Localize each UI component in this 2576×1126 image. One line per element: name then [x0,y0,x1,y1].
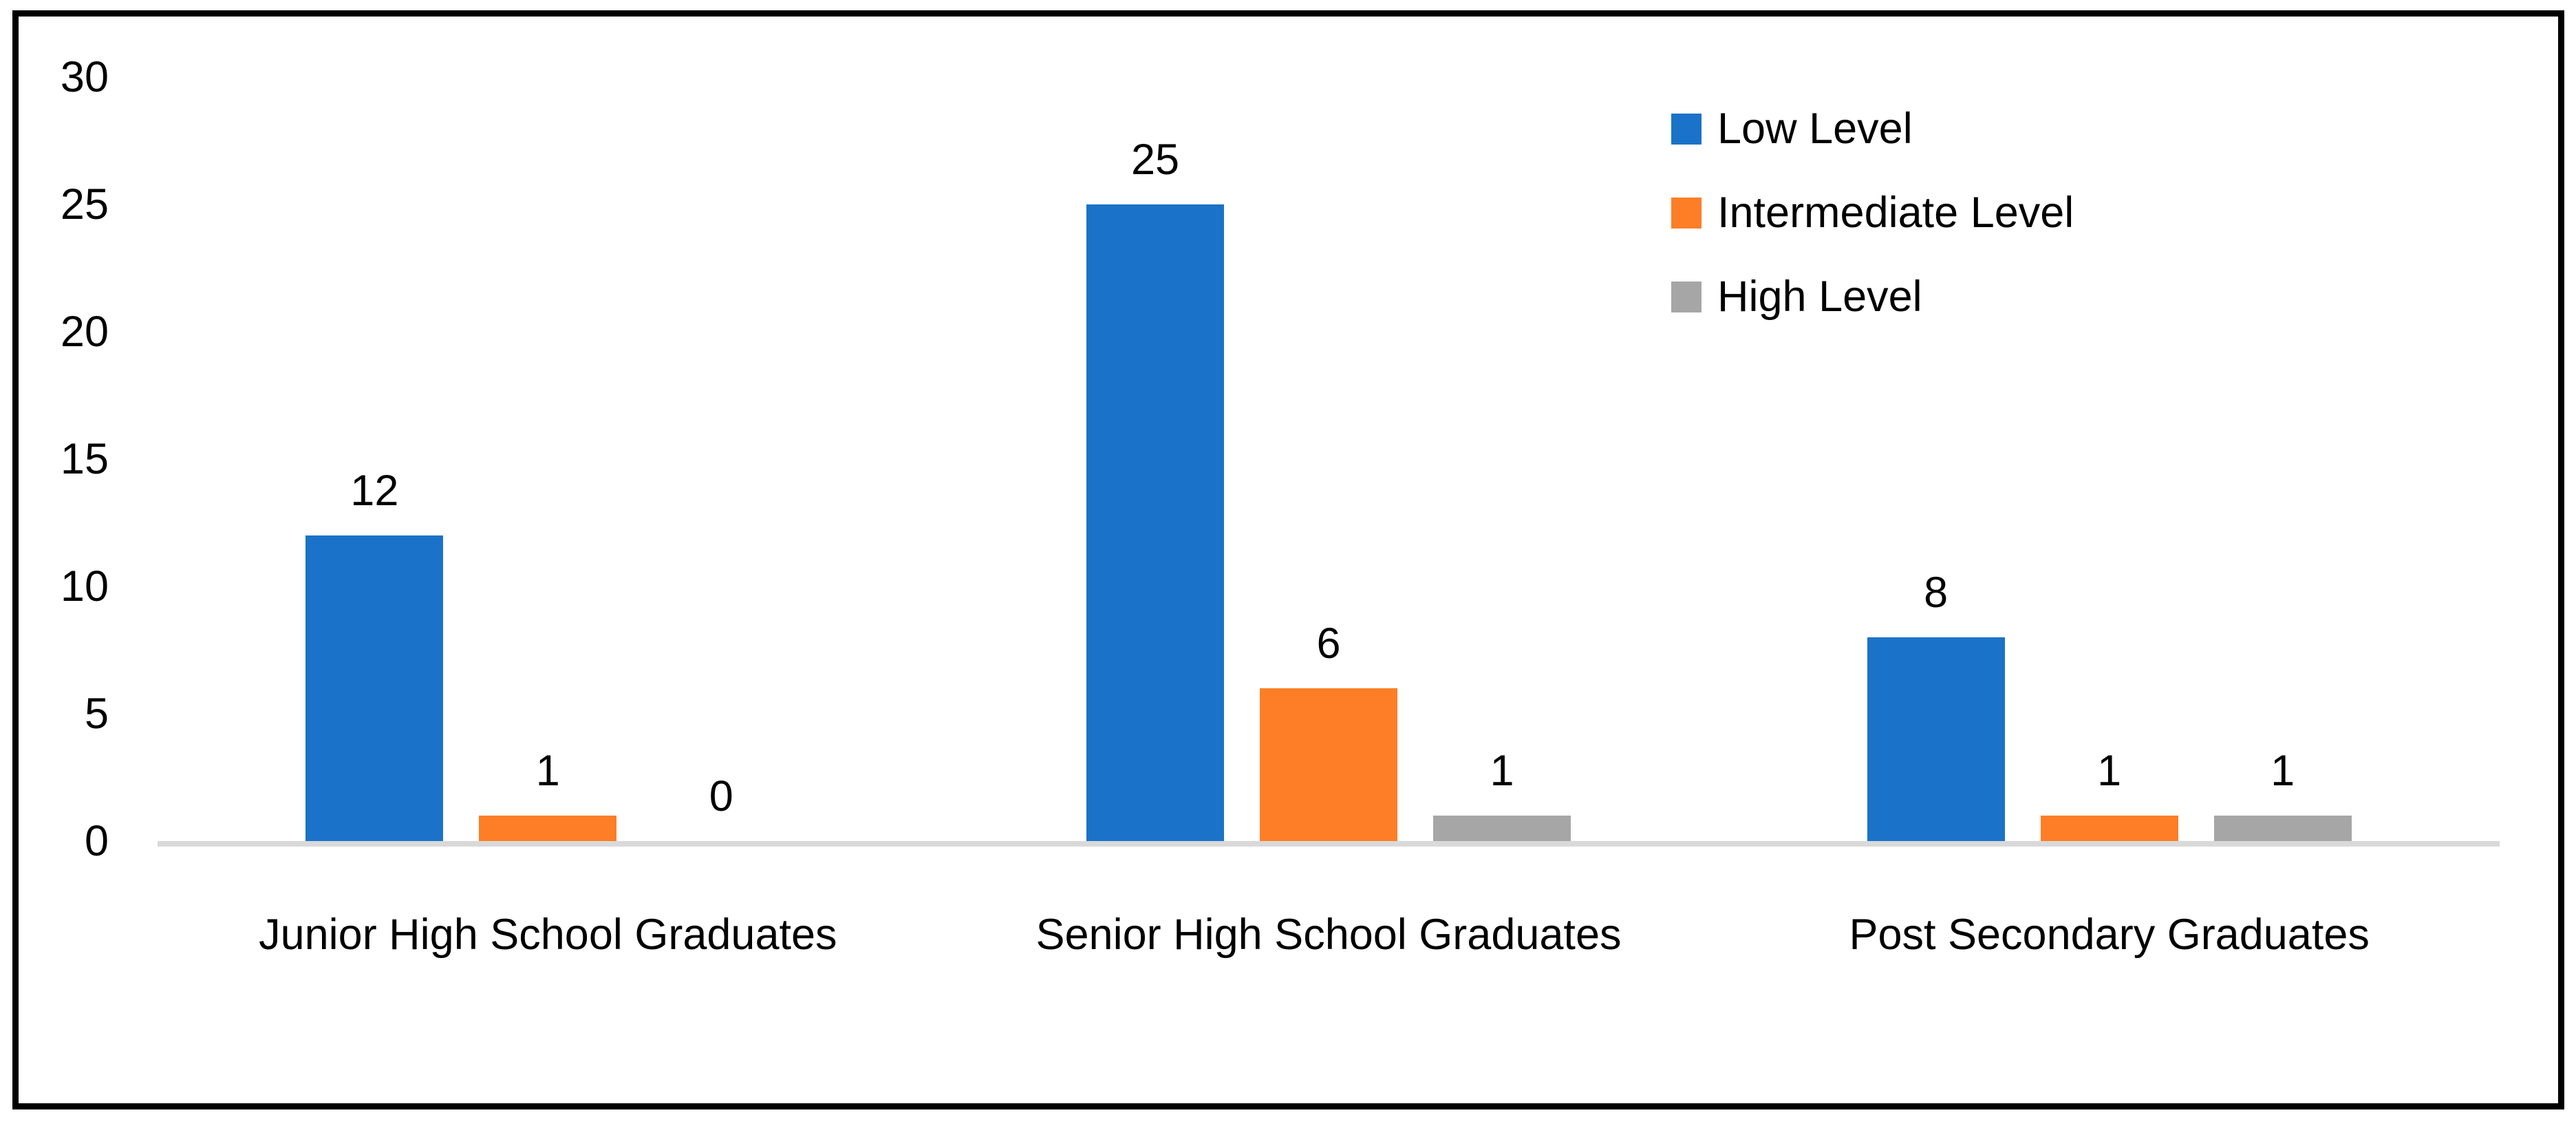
legend-label-low-level: Low Level [1717,105,1913,153]
legend-label-intermediate-level: Intermediate Level [1717,189,2074,237]
value-label: 8 [1924,569,1949,617]
category-label: Senior High School Graduates [1035,911,1622,959]
y-tick-label: 20 [60,308,109,356]
y-tick-label: 0 [84,817,109,865]
legend-label-high-level: High Level [1717,273,1922,321]
legend-item-low-level: Low Level [1671,104,1913,153]
y-tick-label: 25 [60,180,109,229]
bar-intermediate-level [1260,688,1397,841]
bar-low-level [305,535,444,841]
value-label: 1 [2271,747,2295,795]
bar-low-level [1086,204,1224,841]
category-label: Post Secondary Graduates [1849,911,2370,959]
y-tick-label: 10 [60,562,109,610]
value-label: 6 [1316,619,1341,668]
legend-swatch-intermediate-level-icon [1671,197,1702,229]
legend-item-intermediate-level: Intermediate Level [1671,188,2074,237]
bar-low-level [1867,637,2005,841]
value-label: 12 [350,467,399,515]
value-label: 0 [709,772,733,820]
value-label: 1 [1490,747,1514,795]
x-axis-line [158,841,2500,847]
bar-high-level [2213,816,2352,841]
legend-swatch-low-level-icon [1671,113,1702,145]
legend-item-high-level: High Level [1671,272,1922,321]
category-label: Junior High School Graduates [259,911,837,959]
value-label: 1 [535,747,560,795]
bar-high-level [1433,816,1571,841]
y-tick-label: 30 [60,53,109,101]
y-tick-label: 15 [60,435,109,483]
value-label: 1 [2097,747,2122,795]
legend-swatch-high-level-icon [1671,281,1702,312]
bar-intermediate-level [479,816,617,841]
bar-intermediate-level [2040,816,2178,841]
value-label: 25 [1130,136,1180,184]
y-tick-label: 5 [84,690,109,738]
